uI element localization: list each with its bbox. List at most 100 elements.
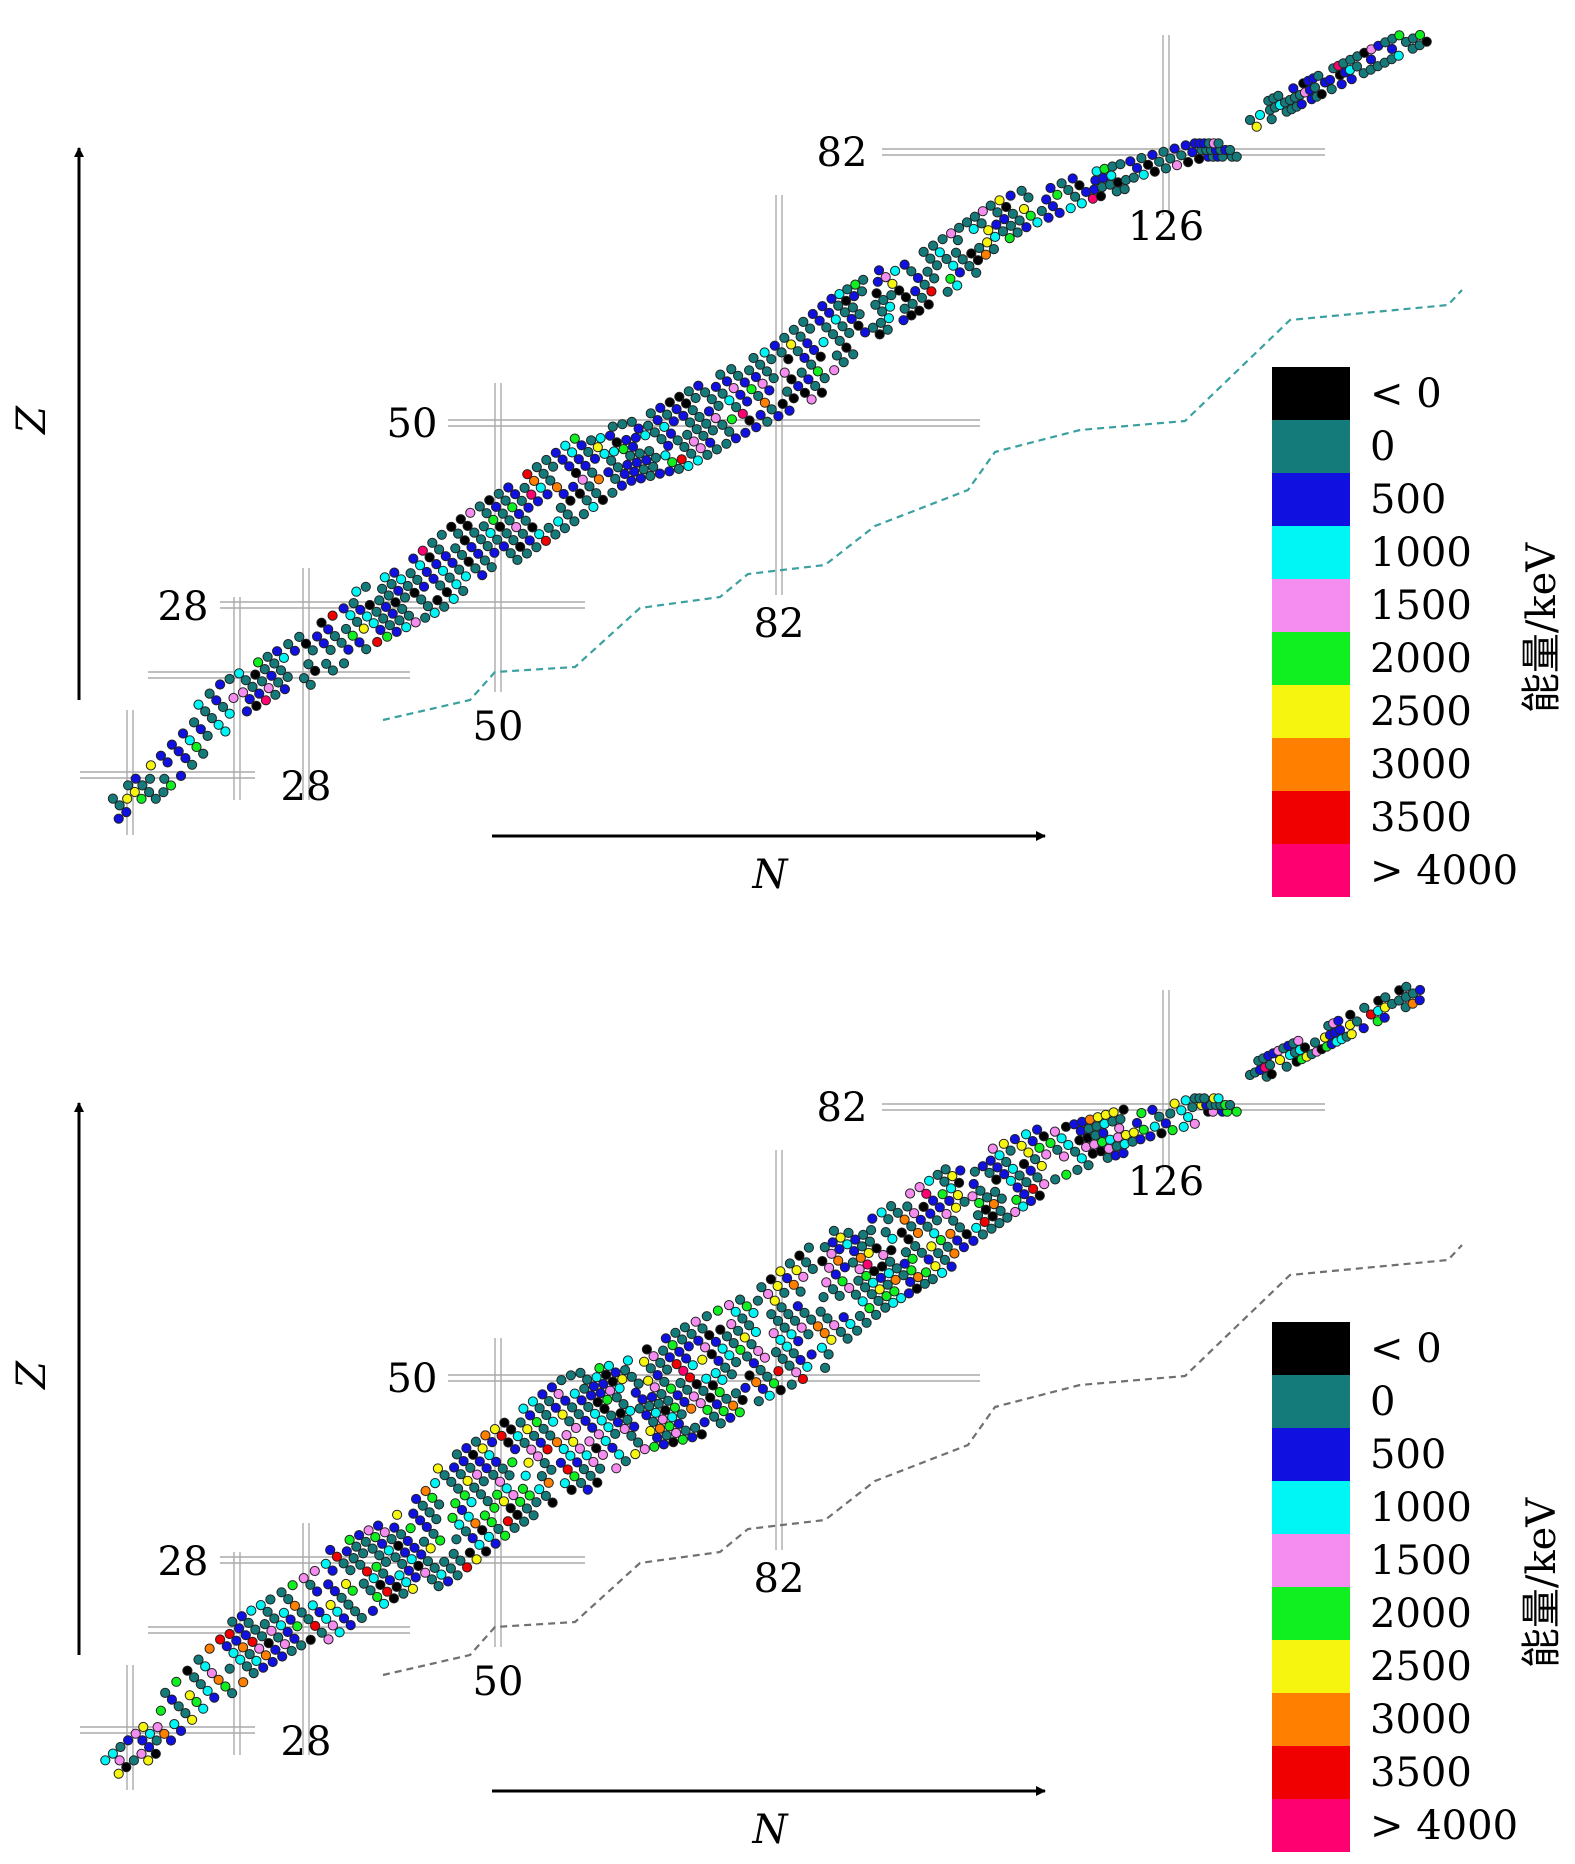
nuclide-point [748,1307,759,1319]
nuclide-point [307,645,318,656]
nuclide-point [776,1302,787,1313]
nuclide-point [121,1762,132,1773]
nuclide-point [1147,149,1158,160]
nuclide-point [465,507,476,518]
nuclide-point [755,359,766,370]
nuclide-point [878,294,889,306]
colorbar-swatch [1272,1534,1350,1587]
nuclide-point [515,1496,526,1507]
nuclide-point [643,1375,654,1386]
nuclide-point [999,1169,1010,1180]
nuclide-point [559,1478,571,1489]
nuclide-point [372,636,383,648]
nuclide-point [596,1415,607,1426]
nuclide-point [1187,1102,1198,1113]
nuclide-point [704,1330,715,1341]
nuclide-point [757,1383,769,1394]
nuclide-point [912,1227,924,1239]
nuclide-point [1299,1042,1311,1053]
nuclide-point [1023,1147,1034,1158]
nuclide-point [880,1302,891,1313]
nuclide-point [783,1309,794,1320]
nuclide-point [679,1322,691,1333]
nuclide-point [677,1334,688,1345]
nuclide-point [406,1554,417,1565]
nuclide-point [273,1632,284,1643]
nuclide-point [826,1334,837,1345]
colorbar-swatch [1272,1799,1350,1852]
nuclide-point [450,1498,461,1509]
nuclide-point [1036,205,1047,217]
nuclide-point [856,286,868,297]
nuclide-point [876,1207,887,1218]
nuclide-point [634,1403,645,1414]
nuclide-point [270,1644,281,1655]
nuclide-point [314,1607,325,1618]
nuclide-point [158,787,169,798]
nuclide-point [1281,1061,1292,1072]
nuclide-point [500,1530,511,1541]
nuclide-point [512,1509,523,1521]
nuclide-point [595,1388,606,1399]
nuclide-point [340,1578,352,1590]
nuclide-point [784,1258,796,1269]
nuclide-point [977,1161,988,1172]
nuclide-point [782,386,793,397]
proton-magic-label: 82 [817,130,868,176]
nuclide-point [905,1276,916,1287]
nuclide-point [619,1423,630,1435]
nuclide-point [735,1294,746,1305]
nuclide-point [427,537,438,548]
nuclide-point [534,1484,545,1495]
nuclide-point [941,1208,952,1220]
nuclide-point [798,1271,809,1282]
nuclide-point [386,579,397,590]
nuclide-point [847,1257,859,1268]
nuclide-point [379,572,390,583]
nuclide-point [466,1497,477,1508]
nuclide-point [459,1490,470,1501]
nuclide-point [310,665,321,677]
nuclide-point [519,1516,530,1527]
nuclide-point [928,240,939,251]
nuclide-point [833,1255,844,1266]
nuclide-point [150,1748,161,1759]
nuclide-point [720,1362,731,1373]
nuclide-point [597,1449,609,1460]
nuclide-point [478,1476,489,1487]
nuclide-point [633,423,644,434]
nuclide-point [460,571,471,582]
nuclide-point [990,1186,1001,1197]
nuclide-point [903,1288,915,1299]
nuclide-point [803,1242,815,1253]
nuclide-point [698,1385,709,1396]
nuclide-point [523,502,534,513]
nuclide-point [676,1409,687,1420]
nuclide-point [250,669,261,680]
nuclide-point [1264,1059,1276,1071]
nuclide-point [617,1374,628,1385]
nuclide-point [996,1193,1007,1204]
nuclide-point [610,473,621,484]
nuclide-point [475,1489,487,1500]
nuclide-point [202,1685,213,1697]
nuclide-point [468,1449,479,1460]
nuclide-point [799,1307,810,1318]
nuclide-point [937,234,948,245]
nuclide-point [564,1416,575,1427]
nuclide-point [980,1204,992,1215]
nuclide-point [667,1340,678,1351]
nuclide-point [1189,1118,1200,1129]
nuclide-point [782,1341,793,1352]
nuclide-point [204,1643,215,1654]
nuclide-point [237,1642,249,1653]
nuclide-point [844,327,855,339]
nuclide-point [1169,1098,1180,1109]
nuclide-point [775,1385,786,1396]
nuclide-point [589,1408,601,1419]
nuclide-point [473,548,484,559]
colorbar-swatch [1272,738,1350,791]
nuclide-point [705,1392,716,1403]
nuclide-point [888,1297,899,1308]
colorbar-title: 能量/keV [1519,542,1565,713]
